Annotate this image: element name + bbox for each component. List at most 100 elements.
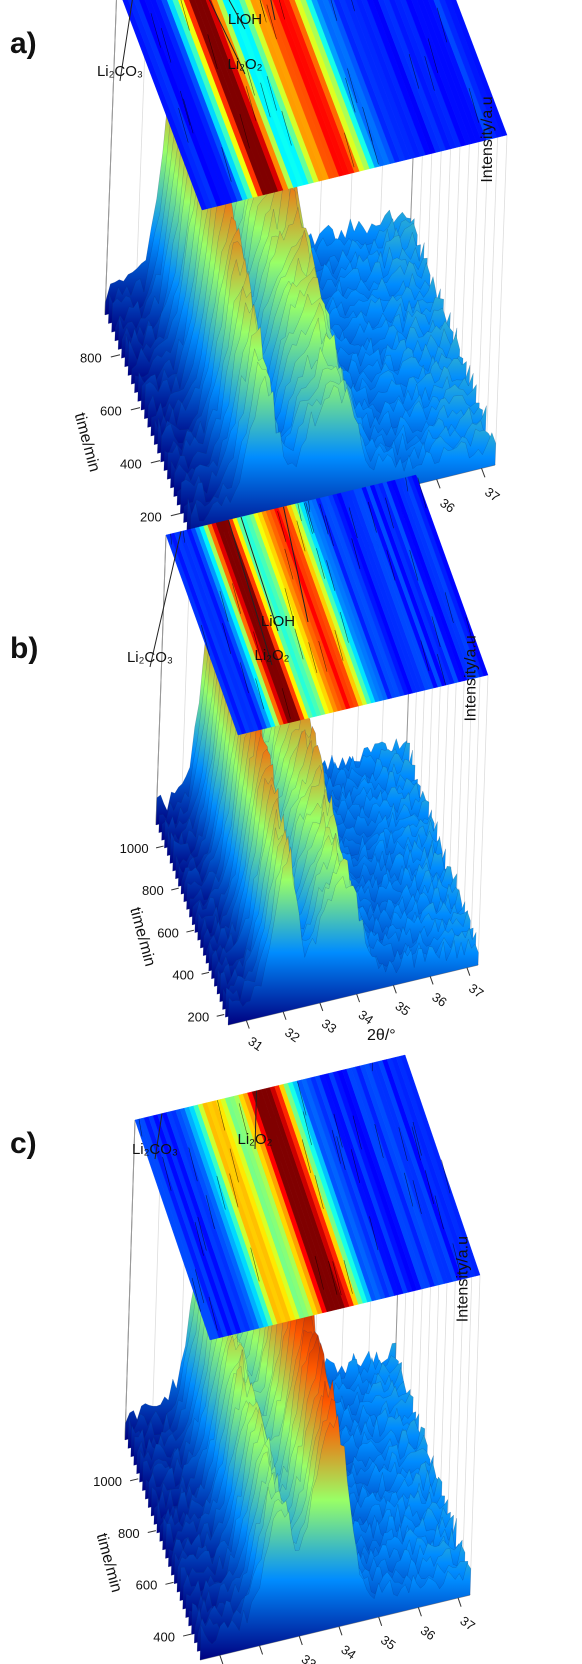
annotation: LiOH bbox=[228, 11, 262, 28]
heatmap-stripe bbox=[450, 0, 508, 137]
heatmap-contour bbox=[297, 503, 302, 522]
surface-slice bbox=[189, 375, 496, 541]
heatmap-contour bbox=[201, 624, 210, 656]
heatmap-contour bbox=[205, 1195, 215, 1229]
heatmap-contour bbox=[179, 90, 191, 126]
heatmap-stripe bbox=[266, 0, 340, 178]
x-tick bbox=[417, 1607, 422, 1617]
heatmap-contour bbox=[260, 82, 271, 118]
heatmap-contour bbox=[195, 1269, 205, 1304]
heatmap-stripe bbox=[339, 0, 406, 162]
heatmap-stripe bbox=[139, 0, 223, 207]
x-tick bbox=[356, 993, 361, 1003]
y-tick bbox=[130, 1478, 139, 1482]
x-tick bbox=[457, 1597, 462, 1607]
heatmap-contour bbox=[178, 107, 189, 143]
heatmap-contour bbox=[324, 515, 334, 547]
heatmap-contour bbox=[386, 549, 396, 581]
heatmap-stripe bbox=[144, 0, 228, 206]
heatmap-stripe bbox=[133, 0, 218, 208]
x-tick bbox=[319, 1002, 324, 1012]
heatmap-contour bbox=[424, 1170, 435, 1205]
heatmap-contour bbox=[333, 1113, 343, 1148]
heatmap-contour bbox=[244, 61, 255, 96]
heatmap-contour bbox=[303, 503, 313, 534]
heatmap-stripe bbox=[183, 0, 264, 197]
heatmap-stripe bbox=[305, 0, 376, 169]
y-tick bbox=[165, 1581, 174, 1585]
y-tick bbox=[201, 971, 210, 975]
axis-line bbox=[104, 0, 117, 316]
heatmap-contour bbox=[294, 628, 304, 660]
x-tick bbox=[429, 976, 434, 985]
heatmap-stripe bbox=[439, 0, 498, 139]
heatmap-contour bbox=[180, 0, 190, 31]
y-tick-label: 400 bbox=[120, 457, 142, 472]
heatmap-stripe bbox=[122, 0, 208, 211]
heatmap-contour bbox=[278, 0, 286, 20]
heatmap-contour bbox=[444, 592, 454, 623]
heatmap-contour bbox=[411, 1126, 421, 1161]
heatmap-contour bbox=[284, 588, 294, 619]
heatmap-stripe bbox=[355, 0, 421, 158]
x-tick-label: 37 bbox=[466, 980, 486, 1001]
heatmap-stripe bbox=[322, 0, 391, 166]
x-tick bbox=[481, 468, 486, 478]
heatmap-stripe bbox=[289, 0, 360, 173]
y-tick bbox=[155, 845, 164, 849]
y-tick-label: 400 bbox=[172, 967, 194, 982]
heatmap-contour bbox=[328, 1260, 338, 1295]
heatmap-stripe bbox=[150, 0, 233, 204]
heatmap-stripe bbox=[155, 0, 238, 203]
heatmap-contour bbox=[369, 1216, 379, 1251]
x-tick-label: 34 bbox=[338, 1642, 358, 1663]
panel-label: a) bbox=[10, 27, 37, 60]
heatmap-contour bbox=[150, 13, 161, 48]
heatmap-stripe bbox=[200, 0, 279, 193]
heatmap-stripe bbox=[400, 1054, 481, 1277]
heatmap-contour bbox=[409, 549, 419, 581]
x-tick-label: 35 bbox=[392, 998, 412, 1019]
heatmap-contour bbox=[350, 1149, 361, 1183]
heatmap-contour bbox=[308, 642, 318, 674]
leader-line bbox=[208, 0, 246, 75]
heatmap-contour bbox=[296, 520, 306, 552]
x-tick bbox=[245, 1020, 250, 1029]
heatmap-stripe bbox=[444, 0, 503, 138]
frame-line bbox=[454, 1230, 466, 1552]
heatmap-contour bbox=[344, 132, 355, 168]
annotation: Li₂O₂ bbox=[255, 647, 290, 664]
heatmap-stripe bbox=[283, 0, 355, 174]
x-tick-label: 31 bbox=[245, 1033, 265, 1054]
heatmap-stripe bbox=[250, 0, 325, 182]
x-tick-label: 37 bbox=[482, 484, 502, 505]
y-tick-label: 1000 bbox=[93, 1474, 122, 1489]
x-tick bbox=[338, 1626, 343, 1636]
heatmap-contour bbox=[314, 1175, 324, 1209]
x-tick-label: 32 bbox=[259, 1661, 279, 1664]
leader-line bbox=[254, 1090, 257, 1150]
y-tick-label: 800 bbox=[142, 883, 164, 898]
y-tick bbox=[171, 887, 179, 891]
frame-line bbox=[463, 634, 474, 926]
heatmap-contour bbox=[417, 477, 427, 509]
y-axis-label: time/min bbox=[126, 906, 158, 969]
heatmap-contour bbox=[398, 1127, 408, 1161]
heatmap-contour bbox=[436, 7, 448, 43]
heatmap-contour bbox=[162, 1156, 172, 1191]
heatmap-contour bbox=[352, 1115, 362, 1150]
y-tick bbox=[130, 407, 141, 411]
heatmap-contour bbox=[367, 501, 377, 533]
heatmap-contour bbox=[332, 1261, 342, 1296]
heatmap-contour bbox=[330, 0, 338, 21]
heatmap-stripe bbox=[394, 0, 457, 149]
heatmap-contour bbox=[221, 147, 232, 182]
heatmap-stripe bbox=[233, 0, 310, 186]
annotation: Li₂CO₃ bbox=[132, 1141, 178, 1158]
heatmap-contour bbox=[301, 1139, 312, 1174]
x-tick bbox=[436, 479, 441, 489]
axis-line bbox=[155, 537, 167, 826]
heatmap-contour bbox=[266, 76, 278, 111]
leader-line bbox=[228, 0, 246, 30]
